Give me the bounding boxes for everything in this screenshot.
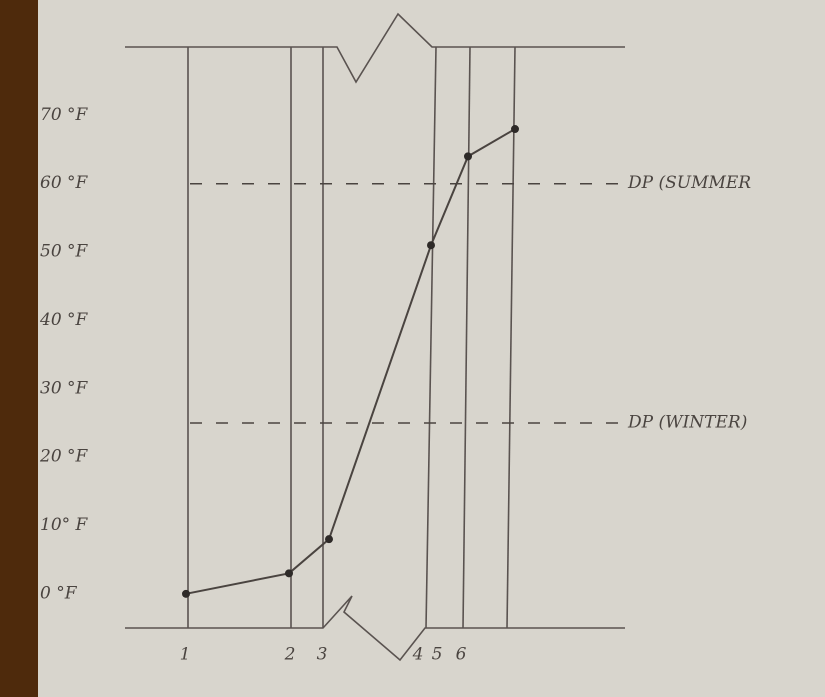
x-tick-label: 1 (180, 645, 191, 665)
x-tick-label: 6 (456, 645, 467, 665)
temperature-point (182, 590, 190, 598)
temperature-point (427, 241, 435, 249)
y-tick-label: 40 °F (39, 310, 89, 330)
x-tick-label: 4 (412, 645, 424, 665)
y-tick-label: 50 °F (40, 242, 89, 262)
temperature-point (285, 569, 293, 577)
y-tick-label: 0 °F (40, 583, 78, 603)
annotation: DP (SUMMER (627, 173, 751, 193)
x-tick-label: 5 (432, 645, 443, 665)
temperature-point (325, 535, 333, 543)
annotation: DP (WINTER) (627, 412, 747, 432)
y-tick-label: 30 °F (40, 378, 89, 398)
temperature-point (464, 152, 472, 160)
y-tick-label: 60 °F (40, 173, 89, 193)
x-tick-label: 3 (317, 645, 328, 665)
y-tick-label: 10° F (40, 515, 89, 535)
chart: 0 °F 10° F 20 °F 30 °F 40 °F 50 °F 60 °F 70 °F D… (0, 0, 825, 697)
x-tick-label: 2 (284, 645, 296, 665)
temperature-point (511, 125, 519, 133)
y-tick-label: 70 °F (40, 105, 89, 125)
page: 0 °F 10° F 20 °F 30 °F 40 °F 50 °F 60 °F 70 °F D… (0, 0, 825, 697)
y-tick-label: 20 °F (39, 447, 89, 467)
